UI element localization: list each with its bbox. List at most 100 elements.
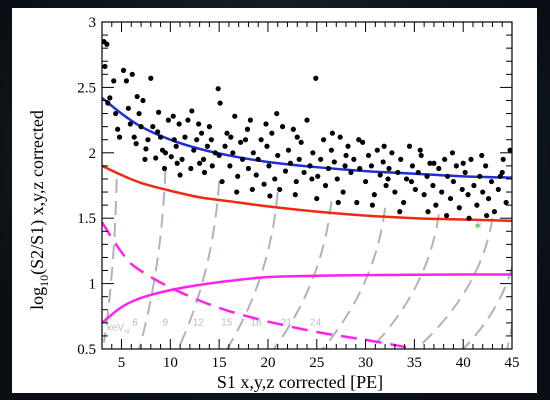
data-point	[131, 134, 137, 140]
data-point	[342, 163, 348, 169]
data-point	[255, 156, 261, 162]
data-point	[436, 165, 442, 172]
data-point	[125, 105, 131, 111]
data-point	[328, 147, 335, 153]
data-point	[249, 186, 255, 193]
x-tick-label: 35	[407, 355, 422, 371]
data-point	[471, 182, 477, 189]
x-tick-label: 25	[309, 355, 324, 371]
data-point	[298, 139, 304, 145]
data-point	[356, 137, 362, 143]
data-point	[216, 152, 222, 159]
data-point	[474, 202, 480, 208]
data-point	[143, 146, 149, 152]
tick-labels: 5 10 15 20 25 30 35 40 45 0.5 1 1.5 2 2.5 3	[77, 15, 519, 371]
data-point	[325, 165, 332, 172]
data-point	[460, 160, 466, 166]
data-point	[272, 176, 278, 182]
data-point	[444, 173, 451, 179]
data-point	[497, 173, 503, 179]
data-point	[392, 189, 398, 195]
kev-contour-label: keVnr	[107, 323, 131, 336]
data-point	[279, 124, 286, 130]
data-point	[120, 67, 127, 73]
data-point	[168, 154, 174, 160]
data-point	[389, 150, 395, 156]
data-point	[153, 155, 159, 161]
y-axis-label-prefix: log	[27, 287, 47, 310]
data-point	[102, 63, 108, 70]
data-point	[198, 130, 205, 136]
data-point	[212, 150, 218, 156]
data-point	[335, 199, 341, 206]
data-point	[189, 108, 195, 114]
data-point	[174, 160, 180, 166]
data-point	[374, 147, 380, 153]
data-point	[377, 172, 383, 178]
data-point	[230, 150, 236, 156]
data-point	[215, 86, 221, 92]
data-point	[185, 117, 191, 123]
data-point	[371, 192, 377, 198]
data-point	[345, 143, 351, 149]
data-point	[292, 192, 298, 198]
data-point	[123, 78, 130, 84]
data-point	[250, 150, 256, 156]
data-point	[334, 176, 340, 182]
data-point	[385, 176, 391, 182]
data-point	[116, 134, 123, 140]
data-point	[418, 152, 424, 159]
data-point	[201, 169, 208, 176]
data-point	[104, 41, 110, 47]
data-point	[264, 143, 270, 149]
data-point	[443, 212, 450, 219]
data-point	[247, 117, 253, 123]
data-point	[107, 95, 113, 101]
data-point	[171, 137, 177, 143]
data-point	[148, 75, 154, 81]
data-point	[360, 139, 366, 145]
data-point	[145, 137, 151, 143]
data-point	[507, 147, 512, 153]
kev-contour-label-sub: nr	[124, 329, 131, 336]
data-point	[173, 143, 179, 149]
data-point	[232, 113, 238, 119]
data-point	[129, 71, 135, 77]
y-axis-label-subscript: 10	[37, 275, 51, 287]
data-point	[329, 130, 335, 136]
data-point	[150, 124, 156, 130]
data-point	[314, 195, 320, 202]
data-point	[453, 163, 459, 169]
band-curves	[102, 96, 512, 349]
data-point	[465, 192, 471, 198]
data-point	[425, 209, 431, 215]
data-point	[277, 186, 283, 193]
data-point	[310, 150, 316, 156]
data-point	[466, 215, 472, 221]
data-point	[401, 199, 407, 206]
data-point	[105, 100, 111, 106]
data-point	[479, 152, 485, 159]
data-point	[491, 209, 498, 215]
data-point	[113, 110, 119, 117]
data-point	[421, 192, 427, 198]
data-point	[217, 100, 223, 106]
data-point	[287, 160, 294, 166]
data-point	[315, 173, 321, 179]
data-point	[488, 178, 495, 185]
data-point	[477, 173, 483, 179]
data-points: *	[102, 39, 512, 236]
kev-contour	[506, 319, 512, 349]
data-point	[381, 143, 387, 149]
data-point	[156, 109, 162, 115]
data-point	[480, 189, 486, 195]
data-point	[161, 165, 168, 172]
kev-contour-label: 12	[193, 317, 205, 328]
kev-contour	[369, 214, 440, 349]
y-axis-label-rest: (S2/S1) x,y,z corrected	[27, 110, 48, 275]
outlier-marker: *	[475, 221, 482, 236]
data-point	[449, 150, 456, 156]
data-point	[290, 126, 296, 132]
data-point	[222, 143, 228, 149]
y-tick-label: 0.5	[77, 342, 96, 358]
